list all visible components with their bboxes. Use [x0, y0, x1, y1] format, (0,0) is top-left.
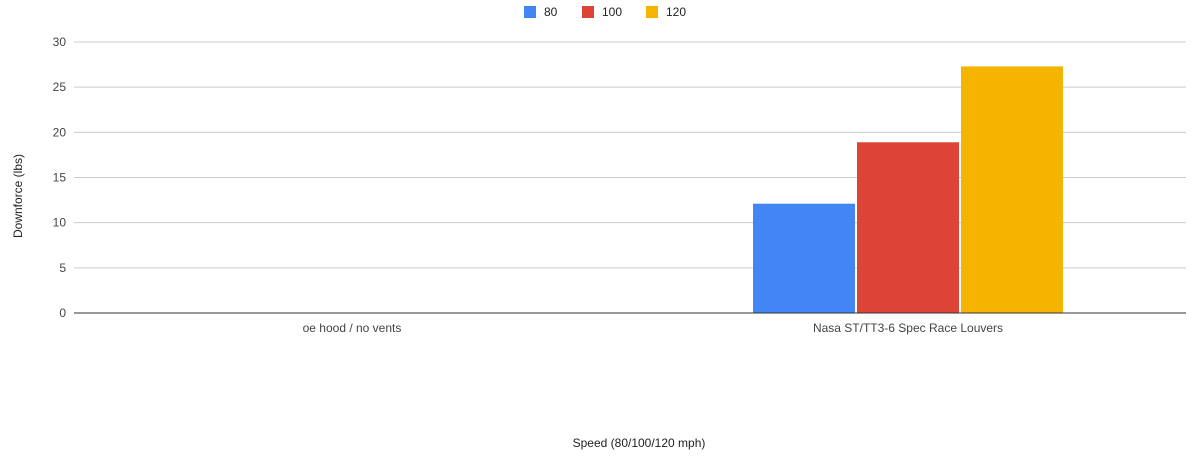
bar-80-1 [753, 203, 855, 313]
y-axis-ticks: 0 5 10 15 20 25 30 [53, 35, 67, 320]
y-tick-label: 5 [59, 261, 66, 275]
y-tick-label: 20 [53, 125, 67, 139]
x-tick-label: Nasa ST/TT3-6 Spec Race Louvers [813, 321, 1003, 335]
x-axis-ticks: oe hood / no vents Nasa ST/TT3-6 Spec Rac… [303, 321, 1003, 335]
x-tick-label: oe hood / no vents [303, 321, 402, 335]
x-axis-title: Speed (80/100/120 mph) [573, 436, 706, 450]
legend-swatch-100 [582, 6, 594, 18]
y-tick-label: 0 [59, 306, 66, 320]
y-tick-label: 15 [53, 171, 67, 185]
y-tick-label: 30 [53, 35, 67, 49]
legend-swatch-120 [646, 6, 658, 18]
legend-swatch-80 [524, 6, 536, 18]
bar-100-1 [857, 142, 959, 313]
y-tick-label: 10 [53, 216, 67, 230]
legend-label-120: 120 [666, 5, 686, 19]
y-tick-label: 25 [53, 80, 67, 94]
y-axis-title: Downforce (lbs) [11, 154, 25, 238]
bars [753, 66, 1063, 313]
bar-120-1 [961, 66, 1063, 313]
legend-label-100: 100 [602, 5, 622, 19]
legend-label-80: 80 [544, 5, 558, 19]
legend: 80 100 120 [524, 5, 686, 19]
